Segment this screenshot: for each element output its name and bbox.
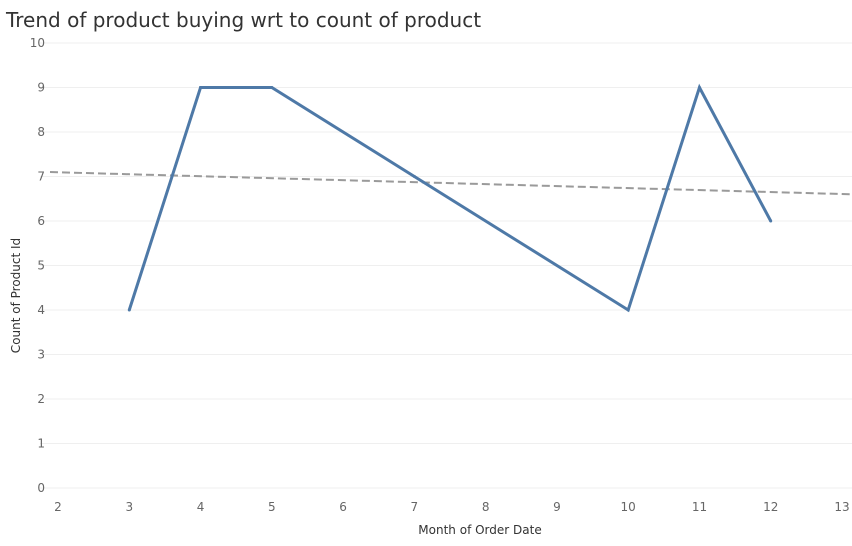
y-axis-ticks: 0 1 2 3 4 5 6 7 8 9 10 <box>30 36 45 495</box>
y-tick-label: 0 <box>37 481 45 495</box>
x-tick-label: 3 <box>125 500 133 514</box>
x-axis-ticks: 2 3 4 5 6 7 8 9 10 11 12 13 <box>54 500 849 514</box>
x-tick-label: 2 <box>54 500 62 514</box>
data-point <box>626 308 630 312</box>
y-tick-label: 7 <box>37 170 45 184</box>
grid-lines <box>40 42 852 489</box>
y-tick-label: 8 <box>37 125 45 139</box>
trend-line <box>49 171 852 196</box>
y-tick-label: 4 <box>37 303 45 317</box>
y-tick-label: 9 <box>37 81 45 95</box>
chart-title: Trend of product buying wrt to count of … <box>6 8 482 32</box>
x-tick-label: 9 <box>553 500 561 514</box>
y-axis-title: Count of Product Id <box>9 238 23 353</box>
x-tick-label: 10 <box>621 500 636 514</box>
x-axis-title: Month of Order Date <box>418 523 541 537</box>
y-tick-label: 5 <box>37 259 45 273</box>
y-tick-label: 6 <box>37 214 45 228</box>
data-point <box>697 86 701 89</box>
x-tick-label: 5 <box>268 500 276 514</box>
x-tick-label: 4 <box>197 500 205 514</box>
data-point <box>199 86 203 89</box>
x-tick-label: 8 <box>482 500 490 514</box>
data-point <box>127 308 131 312</box>
y-tick-label: 3 <box>37 348 45 362</box>
series-line <box>127 83 773 313</box>
trend-line-layer <box>49 171 852 196</box>
x-tick-label: 11 <box>692 500 707 514</box>
y-tick-label: 1 <box>37 437 45 451</box>
x-tick-label: 12 <box>763 500 778 514</box>
x-tick-label: 13 <box>834 500 849 514</box>
y-tick-label: 2 <box>37 392 45 406</box>
series-layer <box>127 83 773 313</box>
x-tick-label: 6 <box>339 500 347 514</box>
data-point <box>769 219 773 223</box>
x-tick-label: 7 <box>411 500 419 514</box>
data-point <box>270 86 274 89</box>
y-tick-label: 10 <box>30 36 45 50</box>
data-point <box>412 175 416 178</box>
